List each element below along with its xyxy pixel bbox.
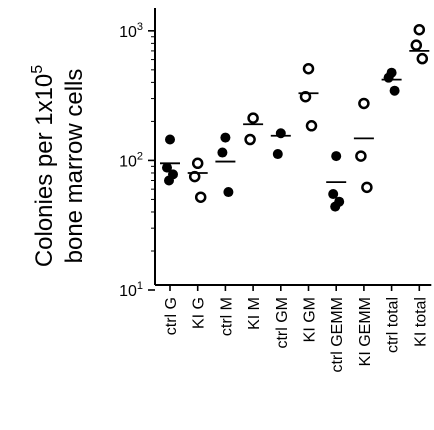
data-point xyxy=(358,97,370,110)
x-tick-label: ctrl GM xyxy=(274,297,291,349)
data-point xyxy=(162,162,172,173)
data-point xyxy=(413,23,426,36)
y-axis-label-line-1: Colonies per 1x105 xyxy=(29,65,58,267)
y-tick-label: 101 xyxy=(119,280,143,300)
data-point xyxy=(191,157,204,170)
x-tick-label: ctrl total xyxy=(385,297,402,353)
data-point xyxy=(331,151,342,162)
data-point xyxy=(330,201,341,212)
y-ticks: 101 102 103 xyxy=(119,21,155,300)
x-tick-label: KI G xyxy=(191,297,208,329)
data-point xyxy=(302,62,315,75)
data-point xyxy=(328,189,339,200)
data-point xyxy=(389,85,400,96)
data-point xyxy=(383,72,394,83)
data-point xyxy=(220,132,231,143)
data-marks xyxy=(160,23,430,212)
data-point xyxy=(361,181,373,194)
x-tick-label: KI GM xyxy=(302,297,319,342)
axes xyxy=(154,8,432,286)
data-point xyxy=(272,149,283,160)
x-tick-label: ctrl GEMM xyxy=(329,297,346,373)
x-tick-label: KI M xyxy=(246,297,263,330)
y-axis-label: Colonies per 1x105 bone marrow cells xyxy=(29,65,88,267)
y-tick-label: 103 xyxy=(119,21,143,41)
data-point xyxy=(223,187,234,198)
data-point xyxy=(194,191,207,203)
data-point xyxy=(165,134,175,145)
data-point xyxy=(247,112,259,124)
y-tick-label: 102 xyxy=(119,150,143,170)
data-point xyxy=(275,128,286,139)
data-point xyxy=(355,150,367,162)
data-point xyxy=(217,147,228,158)
x-tick-label: KI GEMM xyxy=(357,297,374,366)
data-point xyxy=(416,52,429,65)
x-tick-label: KI total xyxy=(412,297,429,347)
data-point xyxy=(244,133,256,146)
x-tick-label: ctrl M xyxy=(218,297,235,336)
x-ticks: ctrl G KI G ctrl M KI M ctrl GM KI GM ctrl GEM… xyxy=(163,285,429,373)
y-axis-label-line-2: bone marrow cells xyxy=(61,69,88,264)
data-point xyxy=(305,120,318,132)
data-point xyxy=(164,175,174,186)
data-point xyxy=(410,39,423,51)
x-tick-label: ctrl G xyxy=(163,297,180,335)
data-point xyxy=(299,90,312,103)
